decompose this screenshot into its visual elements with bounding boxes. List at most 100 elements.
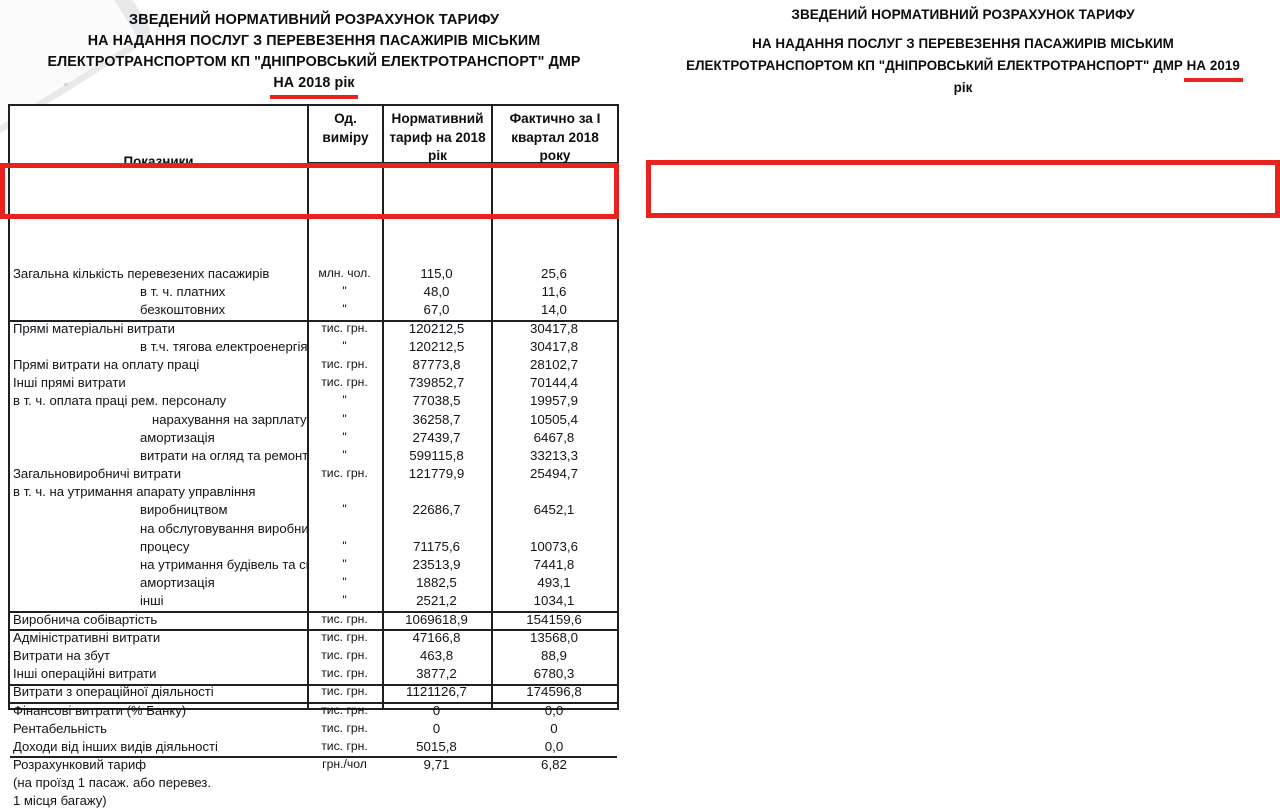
table-row: амортизація " 27439,7 6467,8: [10, 430, 617, 448]
row-indicator-label: амортизація: [140, 429, 215, 445]
table-row: інші " 2521,2 1034,1: [10, 593, 617, 611]
row-indicator-label: Прямі витрати на оплату праці: [13, 356, 200, 372]
row-normative-value: 463,8: [419, 647, 454, 663]
table-row: Витрати з операційної діяльності тис. грн…: [10, 684, 617, 702]
row-unit-value: ": [342, 447, 347, 462]
row-indicator-label: нарахування на зарплату: [152, 411, 307, 427]
table-row: Витрати на збут тис. грн. 463,8 88,9: [10, 648, 617, 666]
row-indicator-label: витрати на огляд та ремонт: [140, 447, 307, 463]
row-unit-value: тис. грн.: [321, 738, 368, 753]
row-unit-value: тис. грн.: [321, 647, 368, 662]
row-unit-value: тис. грн.: [321, 629, 368, 644]
row-unit-value: грн./чол: [322, 757, 367, 772]
row-normative-value: 48,0: [423, 284, 450, 300]
left-year-highlight: НА 2018 рік: [270, 73, 359, 99]
left-header-normative-l1: Нормативний: [391, 111, 484, 126]
row-group-separator: [10, 701, 617, 704]
table-row: в т. ч. оплата праці рем. персоналу " 7703…: [10, 393, 617, 411]
right-title-line-3: ЕЛЕКТРОТРАНСПОРТОМ КП "ДНІПРОВСЬКИЙ ЕЛЕК…: [646, 55, 1280, 82]
row-unit-value: ": [342, 393, 347, 408]
row-actual-value: 10505,4: [529, 411, 579, 427]
row-normative-value: 0: [432, 720, 441, 736]
left-header-actual-l3: року: [539, 148, 571, 163]
left-header-normative-l2: тариф на 2018: [389, 129, 486, 145]
row-actual-value: 154159,6: [526, 611, 582, 627]
table-row: в т. ч. платних " 48,0 11,6: [10, 284, 617, 302]
row-group-separator: [10, 683, 617, 686]
row-actual-value: 10073,6: [529, 538, 579, 554]
row-actual-value: 28102,7: [529, 356, 579, 372]
row-actual-value: 19957,9: [529, 393, 579, 409]
row-unit-value: тис. грн.: [321, 320, 368, 335]
row-unit-value: тис. грн.: [321, 375, 368, 390]
row-indicator-label: безкоштовних: [140, 302, 226, 318]
row-normative-value: 115,0: [420, 266, 453, 281]
row-indicator-label: (на проїзд 1 пасаж. або перевез.: [13, 775, 212, 791]
row-normative-value: 3877,2: [416, 666, 457, 682]
row-indicator-label: Рентабельність: [13, 720, 107, 736]
row-unit-value: тис. грн.: [321, 466, 368, 481]
table-row: Загальна кількість перевезених пасажирів…: [10, 266, 617, 284]
row-actual-value: 25494,7: [529, 466, 579, 482]
left-header-actual-l2: квартал 2018: [511, 129, 599, 145]
table-row: Інші прямі витрати тис. грн. 739852,7 70144…: [10, 375, 617, 393]
table-row: в т. ч. на утримання апарату управління: [10, 484, 617, 502]
row-actual-value: 0,0: [544, 702, 564, 718]
right-title-line-1: ЗВЕДЕНИЙ НОРМАТИВНИЙ РОЗРАХУНОК ТАРИФУ: [791, 7, 1135, 22]
table-row: Інші операційні витрати тис. грн. 3877,2 67…: [10, 666, 617, 684]
left-header-indicator: Показники: [123, 154, 194, 169]
row-unit-value: ": [342, 338, 347, 353]
row-normative-value: 0: [432, 702, 441, 718]
table-row: витрати на огляд та ремонт " 599115,8 33213…: [10, 448, 617, 466]
right-title-block: ЗВЕДЕНИЙ НОРМАТИВНИЙ РОЗРАХУНОК ТАРИФУ Н…: [646, 4, 1280, 99]
row-unit-value: тис. грн.: [321, 720, 368, 735]
row-indicator-label: виробництвом: [140, 502, 228, 518]
row-indicator-label: в т. ч. на утримання апарату управління: [13, 484, 256, 500]
row-indicator-label: Адміністративні витрати: [13, 629, 161, 645]
table-row: нарахування на зарплату " 36258,7 10505,4: [10, 412, 617, 430]
left-title-year-line: НА 2018 рік: [0, 73, 628, 99]
row-indicator-label: Доходи від інших видів діяльності: [13, 738, 218, 754]
row-actual-value: 6780,3: [533, 666, 575, 682]
table-row: Розрахунковий тариф грн./чол 9,71 6,82: [10, 757, 617, 775]
row-group-separator: [10, 629, 617, 631]
table-row: амортизація " 1882,5 493,1: [10, 575, 617, 593]
left-header-normative: Нормативний тариф на 2018 рік: [384, 110, 491, 166]
row-unit-value: млн. чол.: [318, 266, 371, 280]
row-indicator-label: на утримання будівель та споруд: [140, 557, 307, 572]
row-unit-value: тис. грн.: [321, 611, 368, 626]
left-header-unit: Од. виміру: [309, 110, 382, 147]
left-col-rule-3: [491, 106, 493, 708]
row-normative-value: 1882,5: [416, 575, 457, 591]
row-actual-value: 0,0: [544, 738, 564, 754]
row-actual-value: 174596,8: [526, 684, 582, 700]
row-normative-value: 5015,8: [416, 738, 457, 754]
right-title-line-2: НА НАДАННЯ ПОСЛУГ З ПЕРЕВЕЗЕННЯ ПАСАЖИРІ…: [752, 36, 1174, 51]
row-actual-value: 1034,1: [533, 593, 575, 609]
row-normative-value: 47166,8: [412, 629, 461, 645]
row-actual-value: 30417,8: [529, 320, 579, 336]
row-indicator-label: в т. ч. платних: [140, 284, 226, 300]
row-unit-value: ": [342, 411, 347, 426]
row-normative-value: 22686,7: [412, 502, 461, 518]
table-row: процесу " 71175,6 10073,6: [10, 539, 617, 557]
row-group-separator: [10, 610, 617, 613]
row-indicator-label: Виробнича собівартість: [13, 611, 158, 627]
row-actual-value: 14,0: [541, 302, 567, 318]
row-normative-value: 71175,6: [412, 538, 461, 554]
table-row: в т.ч. тягова електроенергія " 120212,5 304…: [10, 339, 617, 357]
row-actual-value: 0: [550, 720, 558, 736]
table-row: виробництвом " 22686,7 6452,1: [10, 502, 617, 520]
row-unit-value: ": [342, 429, 347, 444]
left-tariff-table: Показники Од. виміру Нормативний тариф н…: [8, 104, 619, 808]
table-row: Фінансові витрати (% Банку) тис. грн. 0 0,0: [10, 703, 617, 721]
left-title-line-3: ЕЛЕКТРОТРАНСПОРТОМ КП "ДНІПРОВСЬКИЙ ЕЛЕК…: [47, 54, 581, 70]
row-unit-value: ": [342, 557, 347, 571]
row-indicator-label: на обслуговування виробничого: [140, 520, 307, 536]
row-unit-value: тис. грн.: [321, 702, 368, 717]
row-indicator-label: амортизація: [140, 575, 215, 591]
row-normative-value: 120212,5: [408, 338, 465, 354]
row-normative-value: 599115,8: [409, 447, 464, 463]
table-row: 1 місця багажу): [10, 793, 617, 811]
